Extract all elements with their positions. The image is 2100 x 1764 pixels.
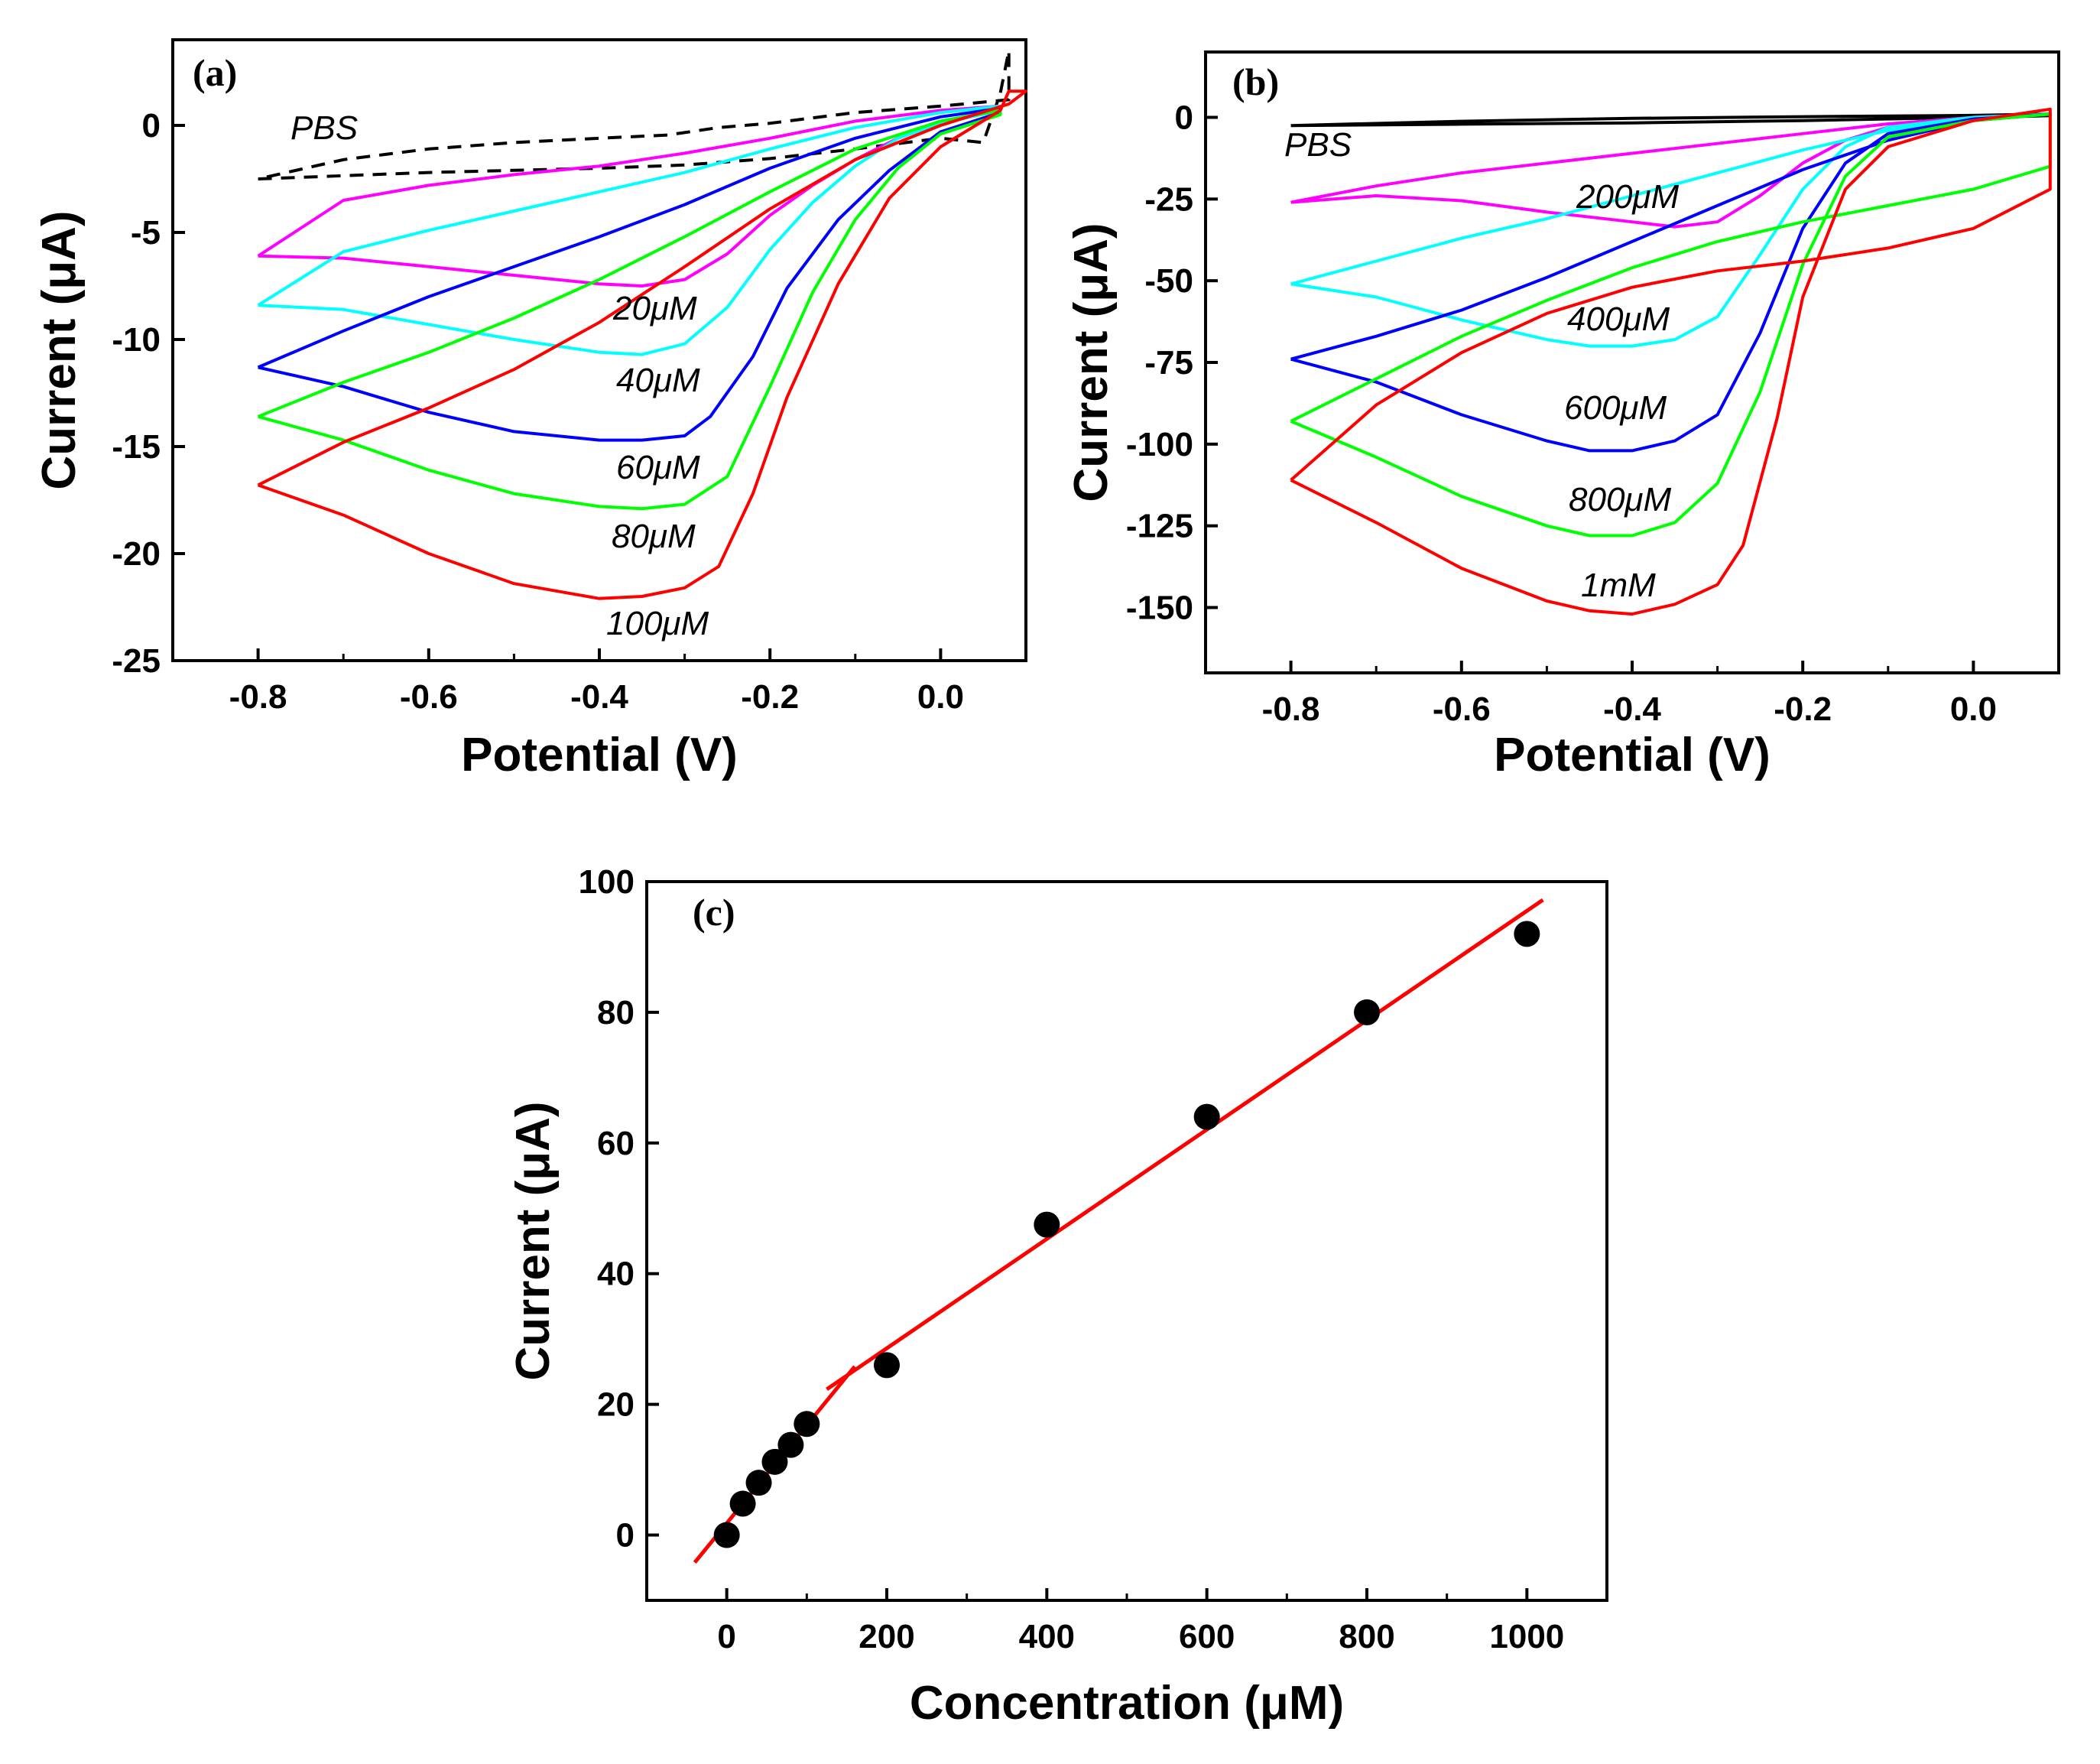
curve-label-400um: 400μM	[1567, 300, 1670, 338]
data-point	[777, 1431, 804, 1458]
curve-label-200um: 200μM	[1576, 178, 1680, 216]
panel-c: 0 200 400 600 800 1000 0 20 40 60 80 100 (c) Concen…	[507, 863, 1608, 1730]
fit-line	[826, 898, 1544, 1392]
y-tick-label: -25	[1144, 180, 1193, 218]
y-tick-label: -50	[1144, 262, 1193, 300]
y-tick-label: 0	[142, 107, 161, 145]
x-tick-label: -0.2	[741, 678, 799, 716]
x-tick-label: 800	[1339, 1618, 1394, 1655]
x-tick-label: 0.0	[1950, 690, 1997, 728]
data-point	[1354, 999, 1380, 1025]
x-tick-label: 1000	[1489, 1618, 1564, 1655]
axis-ticks: -0.8 -0.6 -0.4 -0.2 0.0 0 -25 -50 -75 -100 -125 -15…	[1126, 99, 1997, 728]
y-tick-label: -25	[112, 642, 161, 680]
y-tick-label: -15	[112, 428, 161, 466]
y-tick-label: 100	[579, 863, 635, 901]
curve-label-pbs: PBS	[290, 109, 358, 147]
y-tick-label: -75	[1144, 344, 1193, 382]
y-tick-label: 0	[1175, 99, 1193, 136]
curve-label-pbs: PBS	[1284, 126, 1352, 164]
data-point	[1193, 1103, 1220, 1130]
data-point	[761, 1448, 788, 1475]
x-tick-label: 0.0	[917, 678, 964, 716]
x-tick-label: -0.8	[229, 678, 287, 716]
data-point	[713, 1522, 740, 1548]
series-line-100um	[257, 89, 1027, 600]
panel-label: (a)	[193, 51, 237, 94]
y-tick-label: -125	[1126, 508, 1193, 545]
y-axis-title: Current (μA)	[507, 1101, 560, 1380]
series-line-1mm	[1290, 107, 2052, 616]
curve-label-80um: 80μM	[612, 518, 696, 555]
series-line-pbs	[258, 49, 1011, 180]
y-axis-title: Current (μA)	[33, 210, 86, 489]
y-tick-label: 80	[597, 994, 635, 1031]
curve-label-600um: 600μM	[1564, 389, 1667, 427]
panel-a: -0.8 -0.6 -0.4 -0.2 0.0 0 -5 -10 -15 -20 -25 (a) P…	[33, 38, 1027, 781]
y-tick-label: 20	[597, 1386, 635, 1424]
data-point	[745, 1470, 772, 1496]
y-tick-label: -150	[1126, 590, 1193, 627]
y-tick-label: -10	[112, 321, 161, 359]
series-line-80um	[257, 109, 1002, 511]
series-line-800um	[1290, 112, 2052, 538]
x-tick-label: -0.8	[1262, 690, 1320, 728]
x-tick-label: -0.6	[400, 678, 458, 716]
data-point	[874, 1352, 900, 1379]
x-tick-label: -0.6	[1433, 690, 1491, 728]
x-tick-label: -0.2	[1774, 690, 1832, 728]
x-tick-label: 0	[717, 1618, 735, 1655]
series-line-60um	[257, 106, 1002, 442]
x-tick-label: -0.4	[1603, 690, 1661, 728]
x-tick-label: 200	[859, 1618, 914, 1655]
series-layer	[257, 49, 1027, 600]
curve-label-800um: 800μM	[1569, 481, 1672, 518]
curve-label-1mm: 1mM	[1581, 567, 1656, 604]
series-line-600um	[1290, 112, 2052, 453]
y-tick-label: -100	[1126, 426, 1193, 463]
panel-label: (b)	[1232, 60, 1279, 103]
y-tick-label: -20	[112, 535, 161, 573]
data-point	[1514, 921, 1540, 947]
panel-b: -0.8 -0.6 -0.4 -0.2 0.0 0 -25 -50 -75 -100 -125 -15…	[1065, 50, 2060, 781]
y-tick-label: -5	[131, 214, 161, 252]
series-layer	[693, 898, 1544, 1564]
x-tick-label: 600	[1179, 1618, 1235, 1655]
curve-label-20um: 20μM	[612, 290, 697, 327]
data-point	[794, 1411, 820, 1438]
curve-label-100um: 100μM	[606, 605, 709, 642]
y-axis-title: Current (μA)	[1065, 223, 1118, 502]
data-point	[729, 1490, 756, 1517]
curve-label-40um: 40μM	[616, 362, 700, 399]
series-line-20um	[257, 104, 1002, 288]
plot-frame	[645, 880, 1608, 1602]
x-tick-label: -0.4	[570, 678, 628, 716]
series-layer	[1290, 107, 2052, 616]
axis-ticks: -0.8 -0.6 -0.4 -0.2 0.0 0 -5 -10 -15 -20 -25	[112, 107, 964, 716]
data-point	[1034, 1211, 1060, 1238]
y-tick-label: 0	[616, 1517, 635, 1554]
x-axis-title: Concentration (μM)	[910, 1677, 1344, 1730]
series-line-40um	[257, 104, 1002, 356]
panel-label: (c)	[693, 891, 735, 934]
y-tick-label: 40	[597, 1256, 635, 1293]
axis-ticks: 0 200 400 600 800 1000 0 20 40 60 80 100	[579, 863, 1565, 1655]
y-tick-label: 60	[597, 1125, 635, 1162]
x-axis-title: Potential (V)	[1494, 729, 1771, 781]
curve-label-60um: 60μM	[616, 449, 700, 486]
x-axis-title: Potential (V)	[461, 729, 738, 781]
series-line-400um	[1290, 112, 2052, 348]
x-tick-label: 400	[1019, 1618, 1075, 1655]
